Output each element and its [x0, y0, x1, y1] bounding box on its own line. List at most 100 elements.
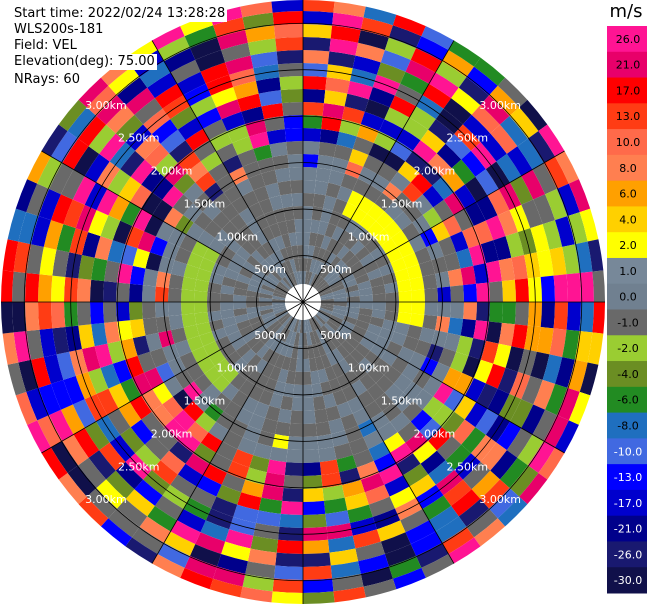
velocity-gate [498, 322, 515, 347]
velocity-gate [37, 156, 63, 189]
velocity-gate [333, 144, 353, 162]
velocity-gate [120, 150, 145, 177]
colorbar-tick-label: -10.0 [614, 445, 642, 458]
velocity-gate [132, 335, 150, 356]
velocity-gate [451, 159, 476, 185]
velocity-gate [266, 459, 287, 476]
velocity-gate [442, 49, 475, 78]
velocity-gate [200, 151, 223, 172]
velocity-gate [433, 199, 454, 222]
velocity-gate [331, 226, 345, 242]
velocity-gate [269, 393, 284, 409]
velocity-gate [390, 331, 407, 347]
velocity-gate [221, 316, 237, 328]
velocity-gate [530, 351, 550, 380]
velocity-gate [553, 274, 568, 302]
velocity-gate [290, 410, 303, 424]
velocity-gate [579, 362, 599, 396]
velocity-gate [168, 302, 182, 317]
velocity-gate [177, 150, 201, 173]
velocity-gate [259, 292, 273, 299]
velocity-gate [370, 343, 387, 359]
velocity-gate [15, 391, 38, 425]
velocity-gate [381, 319, 397, 332]
velocity-gate [248, 202, 264, 219]
velocity-gate [303, 345, 309, 359]
velocity-gate [139, 61, 171, 88]
velocity-gate [238, 224, 255, 241]
velocity-gate [303, 513, 327, 528]
velocity-gate [369, 276, 385, 288]
velocity-gate [215, 254, 232, 269]
range-ring-label: 2.50km [118, 132, 160, 145]
velocity-gate [241, 240, 257, 256]
velocity-gate [342, 202, 358, 219]
velocity-gate [103, 302, 118, 323]
velocity-gate [351, 224, 368, 241]
velocity-gate [281, 233, 292, 248]
range-ring-label: 2.00km [151, 427, 193, 440]
velocity-gate [411, 289, 425, 302]
velocity-gate [248, 385, 264, 402]
velocity-gate [306, 332, 313, 346]
velocity-gate [273, 208, 286, 224]
velocity-gate [347, 504, 373, 524]
velocity-gate [429, 72, 459, 99]
velocity-gate [351, 207, 368, 225]
velocity-gate [257, 157, 275, 174]
velocity-gate [233, 504, 259, 524]
velocity-gate [31, 357, 51, 388]
velocity-gate [360, 472, 385, 493]
velocity-gate [359, 294, 373, 302]
velocity-gate [349, 330, 364, 344]
velocity-gate [347, 80, 373, 100]
velocity-gate [216, 441, 238, 461]
velocity-gate [216, 411, 236, 431]
colorbar-tick-label: 26.0 [616, 33, 641, 46]
velocity-gate [318, 309, 332, 318]
velocity-gate [141, 389, 163, 412]
velocity-gate [200, 432, 223, 453]
velocity-gate [384, 107, 410, 129]
velocity-gate [62, 434, 89, 466]
velocity-gate [261, 103, 284, 120]
velocity-gate [286, 141, 303, 155]
velocity-gate [352, 529, 381, 549]
velocity-gate [386, 247, 403, 263]
velocity-gate [254, 230, 268, 246]
velocity-gate [72, 399, 97, 428]
velocity-gate [336, 344, 350, 359]
velocity-gate [303, 565, 333, 580]
velocity-gate [160, 129, 186, 154]
velocity-gate [303, 245, 309, 259]
velocity-gate [363, 578, 397, 598]
velocity-gate [273, 380, 286, 396]
velocity-gate [186, 363, 205, 382]
velocity-gate [497, 77, 528, 108]
range-ring-label: 1.00km [348, 362, 390, 375]
velocity-gate [348, 148, 369, 167]
velocity-gate [267, 272, 280, 284]
velocity-gate [132, 248, 150, 269]
colorbar-tick-label: 4.0 [619, 213, 637, 226]
velocity-gate [383, 151, 406, 172]
velocity-gate [364, 99, 390, 120]
velocity-gate [367, 203, 385, 221]
velocity-gate [261, 311, 275, 320]
velocity-gate [62, 138, 89, 170]
velocity-gate [217, 30, 248, 50]
velocity-gate [505, 346, 525, 372]
velocity-gate [487, 189, 510, 216]
velocity-gate [246, 255, 261, 269]
velocity-gate [471, 105, 500, 134]
velocity-gate [248, 413, 266, 431]
velocity-gate [464, 378, 486, 402]
velocity-gate [164, 418, 187, 441]
velocity-gate [326, 320, 339, 332]
velocity-gate [280, 395, 293, 411]
velocity-gate [220, 309, 235, 320]
velocity-gate [328, 317, 342, 328]
velocity-gate [152, 382, 173, 405]
velocity-gate [216, 173, 236, 193]
velocity-gate [288, 167, 303, 181]
